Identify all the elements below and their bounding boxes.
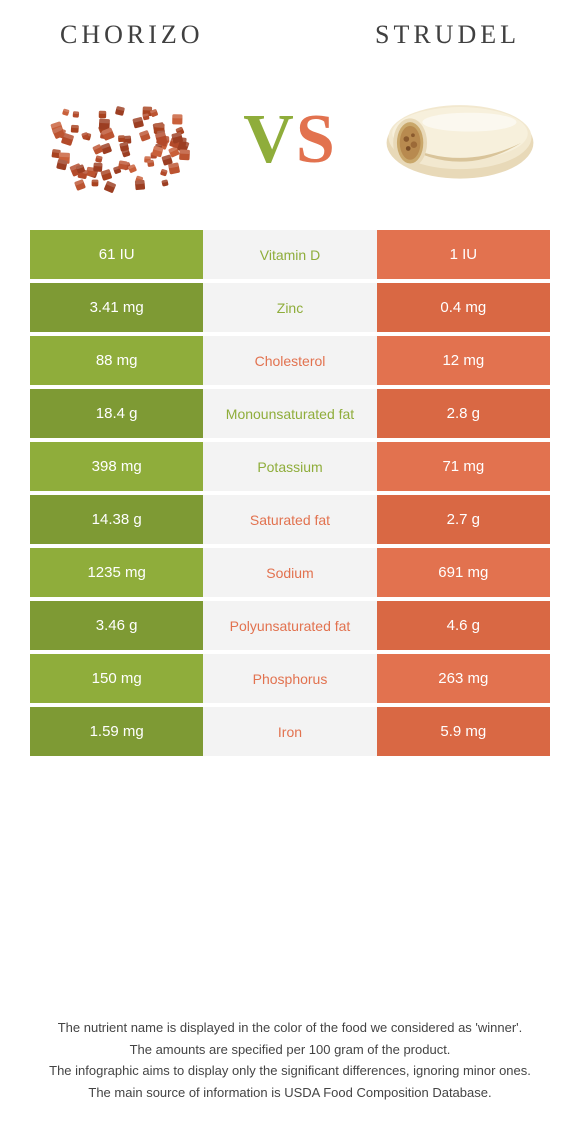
right-value: 5.9 mg [377,707,550,756]
nutrient-label: Cholesterol [203,336,376,385]
vs-v: V [243,105,296,175]
right-value: 1 IU [377,230,550,279]
footer-line: The nutrient name is displayed in the co… [40,1018,540,1038]
right-value: 691 mg [377,548,550,597]
chorizo-image [40,80,200,200]
nutrient-label: Potassium [203,442,376,491]
nutrient-row: 18.4 gMonounsaturated fat2.8 g [30,389,550,438]
left-value: 88 mg [30,336,203,385]
left-value: 61 IU [30,230,203,279]
right-value: 12 mg [377,336,550,385]
left-value: 3.41 mg [30,283,203,332]
nutrient-table: 61 IUVitamin D1 IU3.41 mgZinc0.4 mg88 mg… [30,230,550,760]
nutrient-label: Zinc [203,283,376,332]
hero-row: VS [30,80,550,200]
right-value: 263 mg [377,654,550,703]
vs-s: S [296,105,337,175]
nutrient-row: 61 IUVitamin D1 IU [30,230,550,279]
left-value: 3.46 g [30,601,203,650]
nutrient-row: 88 mgCholesterol12 mg [30,336,550,385]
footer-line: The main source of information is USDA F… [40,1083,540,1103]
left-value: 1235 mg [30,548,203,597]
right-value: 2.8 g [377,389,550,438]
nutrient-row: 1235 mgSodium691 mg [30,548,550,597]
left-value: 18.4 g [30,389,203,438]
left-food-title: CHORIZO [60,20,204,50]
nutrient-row: 398 mgPotassium71 mg [30,442,550,491]
title-row: CHORIZO STRUDEL [30,20,550,50]
nutrient-row: 1.59 mgIron5.9 mg [30,707,550,756]
right-food-title: STRUDEL [375,20,520,50]
nutrient-label: Phosphorus [203,654,376,703]
nutrient-label: Sodium [203,548,376,597]
right-value: 0.4 mg [377,283,550,332]
left-value: 150 mg [30,654,203,703]
right-value: 71 mg [377,442,550,491]
right-value: 4.6 g [377,601,550,650]
nutrient-row: 3.46 gPolyunsaturated fat4.6 g [30,601,550,650]
right-value: 2.7 g [377,495,550,544]
nutrient-label: Polyunsaturated fat [203,601,376,650]
footer-line: The amounts are specified per 100 gram o… [40,1040,540,1060]
nutrient-row: 14.38 gSaturated fat2.7 g [30,495,550,544]
nutrient-row: 150 mgPhosphorus263 mg [30,654,550,703]
left-value: 398 mg [30,442,203,491]
left-value: 14.38 g [30,495,203,544]
strudel-image [380,80,540,200]
chorizo-icon [40,85,200,195]
nutrient-label: Iron [203,707,376,756]
footer-line: The infographic aims to display only the… [40,1061,540,1081]
vs-label: VS [243,105,337,175]
nutrient-label: Saturated fat [203,495,376,544]
nutrient-label: Vitamin D [203,230,376,279]
nutrient-label: Monounsaturated fat [203,389,376,438]
strudel-icon [380,85,540,195]
nutrient-row: 3.41 mgZinc0.4 mg [30,283,550,332]
left-value: 1.59 mg [30,707,203,756]
footer-notes: The nutrient name is displayed in the co… [30,988,550,1124]
